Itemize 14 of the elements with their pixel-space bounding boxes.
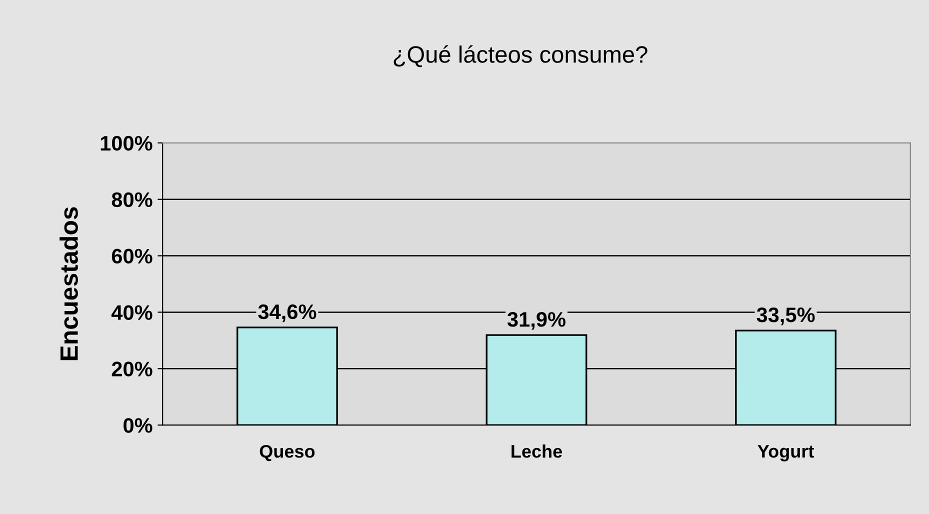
y-tick-label: 100% [100, 136, 152, 151]
y-tick-label: 0% [124, 418, 152, 433]
y-tick-label: 20% [112, 362, 152, 376]
x-tick-label: Yogurt [758, 445, 814, 462]
x-tick-label: Queso [260, 445, 315, 462]
data-label: 33,5% [756, 308, 815, 326]
y-tick-label: 60% [112, 248, 152, 264]
data-label: 34,6% [258, 304, 316, 322]
data-label: 31,9% [507, 312, 566, 330]
y-tick-label: 40% [111, 305, 152, 320]
y-axis-title: Encuestados [60, 207, 78, 360]
chart-title: ¿Qué lácteos consume? [394, 45, 648, 68]
x-tick-label: Leche [512, 444, 562, 458]
y-tick-label: 80% [112, 192, 152, 208]
